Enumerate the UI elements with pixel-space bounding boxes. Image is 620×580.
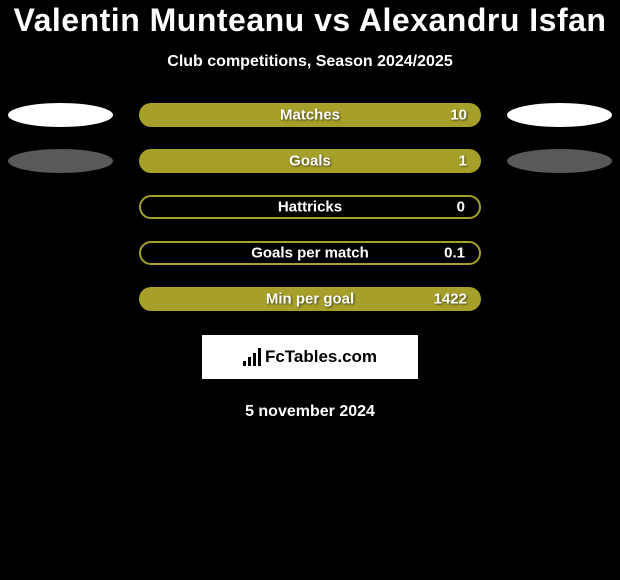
stat-bar: Hattricks 0 bbox=[139, 195, 481, 219]
stat-bar: Min per goal 1422 bbox=[139, 287, 481, 311]
brand-badge: FcTables.com bbox=[202, 335, 418, 379]
stat-row: Min per goal 1422 bbox=[0, 287, 620, 311]
stat-bar: Goals per match 0.1 bbox=[139, 241, 481, 265]
player-left-marker bbox=[8, 149, 113, 173]
brand-inner: FcTables.com bbox=[243, 347, 377, 367]
stat-label: Goals per match bbox=[251, 245, 369, 262]
stat-value: 0 bbox=[457, 199, 465, 216]
page-title: Valentin Munteanu vs Alexandru Isfan bbox=[14, 2, 607, 39]
date-line: 5 november 2024 bbox=[245, 403, 375, 421]
stat-row: Hattricks 0 bbox=[0, 195, 620, 219]
player-right-marker bbox=[507, 149, 612, 173]
chart-icon bbox=[243, 348, 261, 366]
stat-value: 1 bbox=[459, 153, 467, 170]
stat-row: Matches 10 bbox=[0, 103, 620, 127]
comparison-card: Valentin Munteanu vs Alexandru Isfan Clu… bbox=[0, 0, 620, 421]
subtitle: Club competitions, Season 2024/2025 bbox=[167, 53, 452, 71]
player-right-marker bbox=[507, 103, 612, 127]
stat-row: Goals per match 0.1 bbox=[0, 241, 620, 265]
stat-value: 1422 bbox=[434, 291, 467, 308]
stat-value: 0.1 bbox=[444, 245, 465, 262]
player-left-marker bbox=[8, 103, 113, 127]
stat-label: Matches bbox=[280, 107, 340, 124]
stat-value: 10 bbox=[450, 107, 467, 124]
stat-label: Hattricks bbox=[278, 199, 342, 216]
stat-bar: Goals 1 bbox=[139, 149, 481, 173]
stats-list: Matches 10 Goals 1 Hattricks 0 Goals per match… bbox=[0, 103, 620, 311]
stat-label: Min per goal bbox=[266, 291, 354, 308]
stat-row: Goals 1 bbox=[0, 149, 620, 173]
brand-text: FcTables.com bbox=[265, 347, 377, 367]
stat-label: Goals bbox=[289, 153, 331, 170]
stat-bar: Matches 10 bbox=[139, 103, 481, 127]
